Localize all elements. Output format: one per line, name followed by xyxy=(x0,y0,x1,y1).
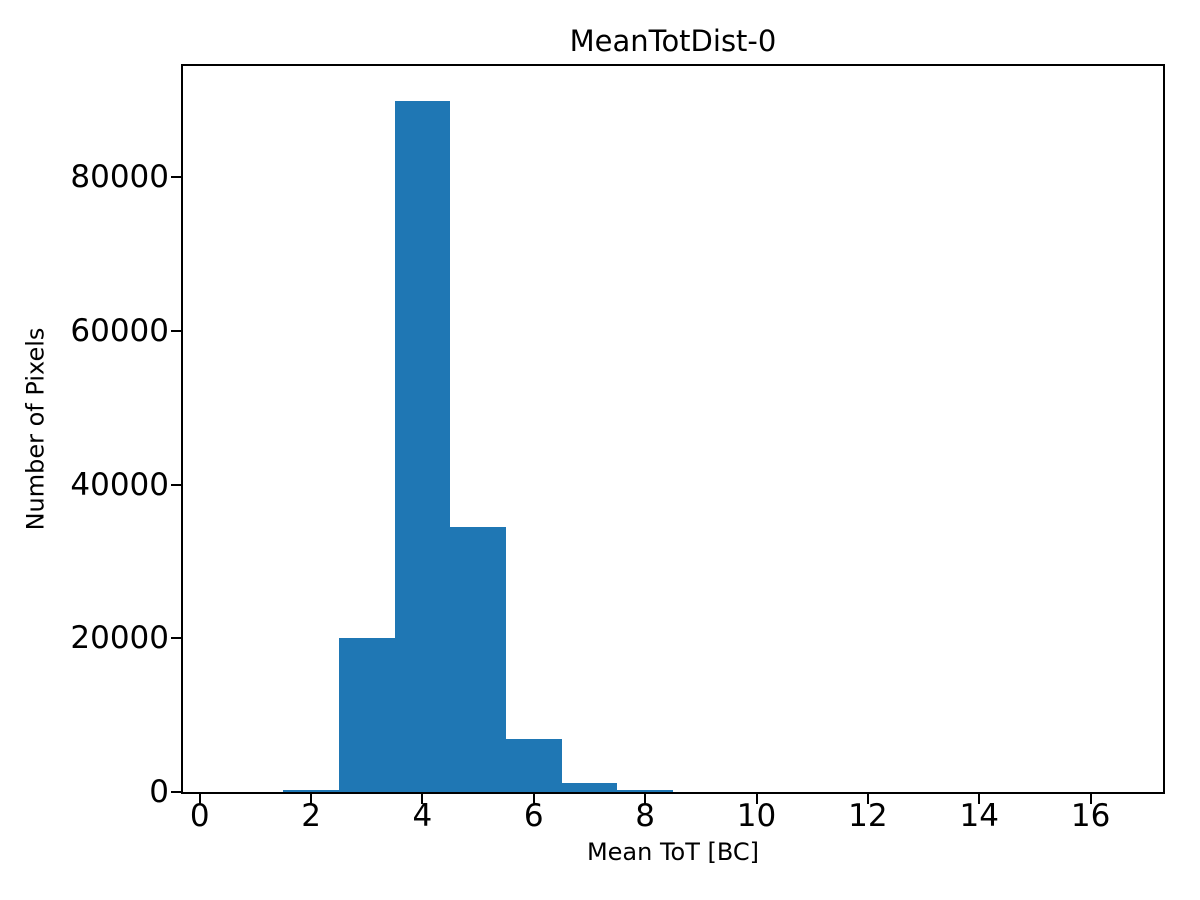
y-tick-mark xyxy=(171,791,181,793)
x-tick-label: 6 xyxy=(523,798,544,834)
y-tick-label: 60000 xyxy=(70,313,169,350)
histogram-bar xyxy=(283,790,339,792)
y-axis-label: Number of Pixels xyxy=(21,327,50,531)
histogram-bar xyxy=(450,526,506,792)
x-tick-mark xyxy=(644,794,647,804)
histogram-bar xyxy=(505,738,562,792)
x-tick-mark xyxy=(978,794,981,804)
x-tick-label: 10 xyxy=(736,798,777,834)
y-tick-mark xyxy=(171,637,181,640)
histogram-bar xyxy=(338,637,395,792)
y-tick-mark xyxy=(171,483,181,486)
y-tick-mark xyxy=(171,330,181,333)
histogram-bar xyxy=(617,789,673,792)
y-tick-label: 40000 xyxy=(70,466,169,503)
x-tick-label: 12 xyxy=(848,798,888,834)
x-tick-mark xyxy=(755,794,758,804)
x-tick-mark xyxy=(532,794,535,804)
x-tick-mark xyxy=(310,794,313,804)
x-tick-label: 2 xyxy=(301,798,321,834)
histogram-bar xyxy=(394,100,451,792)
x-tick-label: 0 xyxy=(189,798,210,834)
y-tick-mark xyxy=(171,176,181,179)
y-tick-label: 0 xyxy=(149,774,169,810)
y-tick-label: 20000 xyxy=(70,620,169,657)
x-tick-label: 16 xyxy=(1070,798,1111,834)
x-tick-mark xyxy=(1089,794,1092,804)
x-tick-mark xyxy=(198,794,201,804)
x-tick-label: 4 xyxy=(412,798,433,834)
chart-title: MeanTotDist-0 xyxy=(569,24,777,58)
x-tick-label: 8 xyxy=(635,798,656,834)
x-axis-label: Mean ToT [BC] xyxy=(586,838,760,866)
x-tick-mark xyxy=(866,794,869,804)
x-tick-mark xyxy=(421,794,424,804)
histogram-bar xyxy=(561,782,618,792)
y-tick-label: 80000 xyxy=(70,159,169,196)
x-tick-label: 14 xyxy=(959,798,999,834)
